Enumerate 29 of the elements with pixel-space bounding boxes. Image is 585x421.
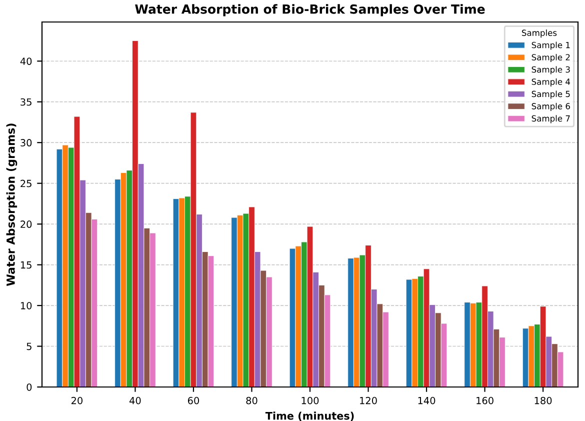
x-tick-label: 180 [534, 396, 552, 404]
y-axis-title: Water Absorption (grams) [6, 124, 18, 286]
y-tick-label: 25 [20, 180, 32, 188]
x-axis-title: Time (minutes) [265, 412, 354, 421]
legend-label: Sample 3 [532, 66, 570, 74]
y-tick-label: 30 [20, 139, 32, 146]
x-tick-label: 100 [302, 396, 319, 404]
x-tick-label: 80 [246, 396, 258, 404]
y-tick-label: 0 [26, 383, 32, 391]
legend-label: Sample 6 [532, 102, 570, 111]
chart-title: Water Absorption of Bio-Brick Samples Over Time [135, 4, 485, 16]
y-tick-label: 35 [20, 98, 32, 106]
x-tick-label: 20 [71, 396, 82, 404]
x-tick-label: 140 [418, 396, 436, 404]
y-tick-label: 20 [20, 220, 32, 228]
x-tick-label: 160 [476, 396, 494, 404]
legend-label: Sample 1 [532, 42, 570, 50]
legend-title: Samples [522, 30, 557, 38]
x-tick-label: 40 [130, 396, 141, 404]
y-tick-label: 15 [20, 261, 32, 269]
legend-label: Sample 4 [532, 78, 570, 86]
legend-label: Sample 5 [532, 90, 570, 99]
y-tick-label: 10 [20, 302, 32, 310]
legend-label: Sample 7 [532, 115, 570, 124]
x-tick-label: 120 [360, 396, 377, 404]
x-tick-label: 60 [188, 396, 200, 404]
legend-label: Sample 2 [532, 54, 570, 62]
y-tick-label: 5 [26, 342, 32, 350]
y-tick-label: 40 [20, 58, 32, 65]
